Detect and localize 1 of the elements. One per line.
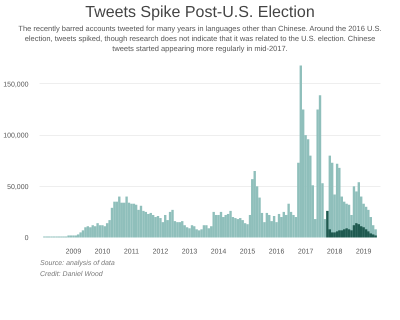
chart-title: Tweets Spike Post-U.S. Election — [84, 3, 316, 23]
